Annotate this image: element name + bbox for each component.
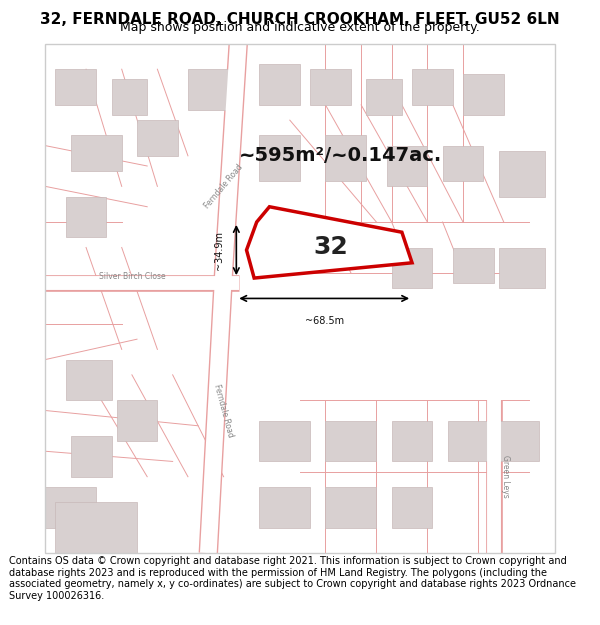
Polygon shape [499, 248, 545, 288]
Text: Silver Birch Close: Silver Birch Close [98, 272, 165, 281]
Polygon shape [325, 136, 366, 181]
Polygon shape [188, 69, 229, 110]
Polygon shape [65, 196, 106, 238]
Text: Green Leys: Green Leys [501, 456, 510, 498]
Polygon shape [412, 69, 453, 105]
Polygon shape [116, 400, 157, 441]
Text: Contains OS data © Crown copyright and database right 2021. This information is : Contains OS data © Crown copyright and d… [9, 556, 576, 601]
Polygon shape [71, 436, 112, 477]
Text: 32: 32 [313, 236, 348, 259]
Polygon shape [453, 248, 494, 283]
Text: 32, FERNDALE ROAD, CHURCH CROOKHAM, FLEET, GU52 6LN: 32, FERNDALE ROAD, CHURCH CROOKHAM, FLEE… [40, 12, 560, 28]
Polygon shape [392, 487, 433, 528]
Polygon shape [310, 69, 351, 105]
Polygon shape [325, 487, 376, 528]
Polygon shape [259, 136, 300, 181]
Polygon shape [46, 487, 96, 528]
Polygon shape [112, 79, 147, 115]
Polygon shape [392, 421, 433, 461]
Polygon shape [65, 359, 112, 400]
Text: ~34.9m: ~34.9m [214, 231, 224, 269]
Polygon shape [366, 79, 402, 115]
Polygon shape [392, 248, 433, 288]
Text: Map shows position and indicative extent of the property.: Map shows position and indicative extent… [120, 21, 480, 34]
Polygon shape [137, 120, 178, 156]
Text: ~595m²/~0.147ac.: ~595m²/~0.147ac. [239, 146, 442, 165]
Text: Ferndale Road: Ferndale Road [212, 383, 235, 438]
Polygon shape [55, 503, 137, 553]
Polygon shape [386, 146, 427, 186]
Text: ~68.5m: ~68.5m [305, 316, 344, 326]
Polygon shape [259, 487, 310, 528]
Polygon shape [463, 74, 504, 115]
Polygon shape [325, 421, 376, 461]
Polygon shape [259, 421, 310, 461]
Polygon shape [247, 207, 412, 278]
Polygon shape [71, 136, 122, 171]
Polygon shape [499, 151, 545, 196]
Polygon shape [443, 146, 484, 181]
Polygon shape [55, 69, 96, 105]
Polygon shape [448, 421, 488, 461]
Text: Ferndale Road: Ferndale Road [203, 162, 245, 210]
Polygon shape [499, 421, 539, 461]
Polygon shape [259, 64, 300, 105]
